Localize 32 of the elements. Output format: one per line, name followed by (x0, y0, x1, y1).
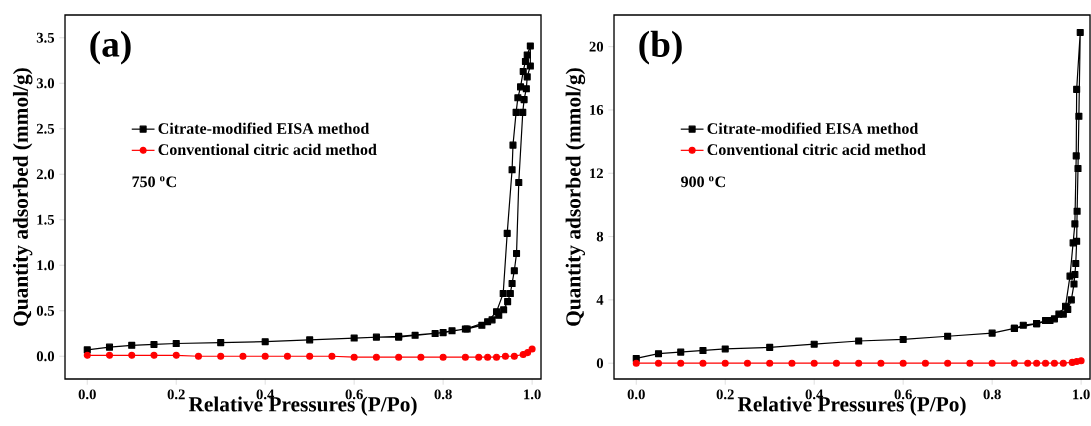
y-tick-label: 12 (590, 168, 603, 179)
x-tick-label: 0.8 (983, 389, 1001, 400)
x-tick-label: 0.2 (716, 389, 734, 400)
x-tick-label: 0.8 (434, 389, 452, 400)
annotation: 900 $^{o}$C (681, 176, 725, 188)
y-tick-label: 2.0 (36, 169, 55, 180)
legend-label: Citrate-modified EISA method (158, 122, 370, 134)
chart-title: (b) (639, 30, 682, 65)
x-tick-label: 1.0 (524, 389, 541, 400)
y-tick-label: 2.5 (36, 123, 55, 134)
y-tick-label: 3.5 (36, 32, 55, 43)
y-axis-title: Quantity adsorbed (mmol/g) (12, 68, 33, 326)
y-tick-label: 20 (589, 41, 604, 52)
annotation: 750 $^{o}$C (132, 176, 176, 188)
y-tick-label: 1.5 (37, 214, 55, 225)
x-tick-label: 0.0 (78, 389, 96, 400)
y-tick-label: 0.5 (36, 305, 55, 316)
legend-label: Citrate-modified EISA method (707, 122, 919, 134)
x-tick-label: 0.2 (167, 389, 185, 400)
y-tick-label: 16 (590, 105, 604, 115)
y-tick-label: 1.0 (37, 260, 55, 271)
x-tick-label: 1.0 (1073, 389, 1090, 400)
x-tick-label: 0.0 (627, 389, 645, 400)
legend-label: Conventional citric acid method (707, 143, 926, 156)
y-tick-label: 3.0 (36, 78, 55, 89)
y-tick-label: 4 (596, 295, 604, 305)
y-tick-label: 0.0 (36, 351, 55, 362)
y-tick-label: 0 (596, 358, 604, 369)
y-tick-label: 8 (596, 231, 604, 242)
chart-title: (a) (90, 30, 131, 65)
legend-label: Conventional citric acid method (158, 143, 377, 156)
y-axis-title: Quantity adsorbed (mmol/g) (565, 68, 586, 326)
